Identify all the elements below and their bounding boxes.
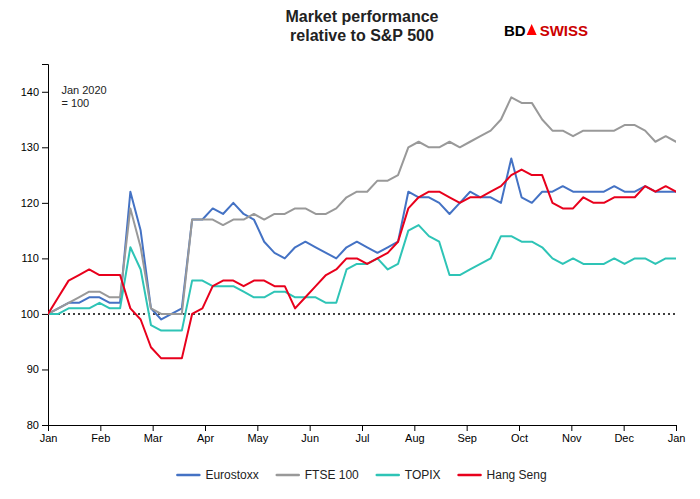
x-tick: Feb [91, 425, 110, 444]
y-tick-label: 90 [27, 363, 39, 375]
x-tick-mark [100, 425, 101, 431]
x-tick-label: Apr [197, 432, 214, 444]
logo: BD SWISS [504, 22, 588, 39]
x-axis: Jan Feb Mar Apr May Jun Jul Aug Sep Oct Nov Dec Jan [40, 425, 686, 444]
legend-item: TOPIX [377, 468, 441, 482]
x-tick-label: Sep [457, 432, 477, 444]
x-tick-mark [467, 425, 468, 431]
y-tick-label: 130 [21, 141, 39, 153]
series-line [48, 225, 676, 331]
y-tick-mark [42, 314, 48, 315]
x-tick-label: Aug [405, 432, 425, 444]
annotation-line: = 100 [61, 97, 89, 109]
x-tick: Sep [457, 425, 477, 444]
x-tick-mark [48, 425, 49, 431]
x-tick-mark [519, 425, 520, 431]
series-line [48, 170, 676, 359]
plot: 80 90 100 110 120 130 140 Jan Feb Mar Apr May Jun Jul… [21, 65, 686, 444]
legend-item: Eurostoxx [177, 468, 258, 482]
marks [48, 97, 676, 358]
logo-text: BD [504, 22, 526, 39]
x-tick-label: Dec [614, 432, 634, 444]
x-tick: Apr [197, 425, 214, 444]
x-tick-label: Jun [301, 432, 319, 444]
y-tick: 120 [21, 197, 48, 209]
x-tick-mark [571, 425, 572, 431]
series-line [48, 158, 676, 319]
legend-label: Hang Seng [487, 468, 547, 482]
x-tick-label: Jan [668, 432, 686, 444]
x-tick: Jan [40, 425, 58, 444]
y-tick: 90 [27, 363, 48, 375]
y-tick: 140 [21, 86, 48, 98]
x-tick: May [247, 425, 268, 444]
x-tick-mark [205, 425, 206, 431]
legend: Eurostoxx FTSE 100 TOPIX Hang Seng [177, 468, 546, 482]
x-tick-label: Jan [40, 432, 58, 444]
x-tick-label: Oct [511, 432, 528, 444]
legend-swatch [277, 474, 299, 477]
x-tick: Mar [144, 425, 163, 444]
x-tick: Dec [614, 425, 634, 444]
y-tick: 80 [27, 419, 48, 431]
y-tick-mark [42, 425, 48, 426]
y-tick-label: 140 [21, 86, 39, 98]
x-tick-mark [624, 425, 625, 431]
legend-swatch [377, 474, 399, 477]
logo-chevron [527, 24, 537, 35]
legend-swatch [177, 474, 199, 477]
y-tick-label: 80 [27, 419, 39, 431]
legend-swatch [459, 474, 481, 477]
x-tick-mark [362, 425, 363, 431]
title: Market performance relative to S&P 500 [286, 8, 439, 44]
x-axis-line [49, 426, 677, 432]
y-tick-mark [42, 369, 48, 370]
x-tick-label: Nov [562, 432, 582, 444]
x-tick-mark [153, 425, 154, 431]
y-tick-mark [42, 203, 48, 204]
y-tick-label: 110 [21, 252, 39, 264]
y-tick: 110 [21, 252, 48, 264]
title-line: Market performance [286, 8, 439, 25]
x-tick-mark [310, 425, 311, 431]
annotation: Jan 2020= 100 [61, 84, 106, 109]
annotation-line: Jan 2020 [61, 84, 106, 96]
x-tick: Nov [562, 425, 582, 444]
x-tick: Jan [668, 425, 686, 444]
legend-label: FTSE 100 [305, 468, 359, 482]
y-axis: 80 90 100 110 120 130 140 [21, 65, 49, 432]
y-tick: 130 [21, 141, 48, 153]
title-line: relative to S&P 500 [290, 27, 434, 44]
y-tick-mark [42, 92, 48, 93]
x-tick: Oct [511, 425, 528, 444]
x-tick-mark [414, 425, 415, 431]
legend-item: FTSE 100 [277, 468, 359, 482]
chart: Market performance relative to S&P 500 BD S… [0, 0, 700, 499]
reference-line [48, 313, 676, 315]
x-tick: Jun [301, 425, 319, 444]
y-axis-line [42, 65, 49, 426]
x-tick-label: Feb [91, 432, 110, 444]
x-tick: Aug [405, 425, 425, 444]
x-tick-mark [257, 425, 258, 431]
x-tick-label: May [247, 432, 268, 444]
x-tick: Jul [355, 425, 369, 444]
x-tick-label: Jul [355, 432, 369, 444]
legend-label: TOPIX [405, 468, 441, 482]
y-tick-mark [42, 147, 48, 148]
legend-label: Eurostoxx [205, 468, 258, 482]
y-tick-label: 120 [21, 197, 39, 209]
legend-item: Hang Seng [459, 468, 547, 482]
y-tick-label: 100 [21, 308, 39, 320]
y-tick: 100 [21, 308, 48, 320]
y-tick-mark [42, 258, 48, 259]
x-tick-label: Mar [144, 432, 163, 444]
x-tick-mark [676, 425, 677, 431]
logo-text: SWISS [540, 22, 588, 39]
